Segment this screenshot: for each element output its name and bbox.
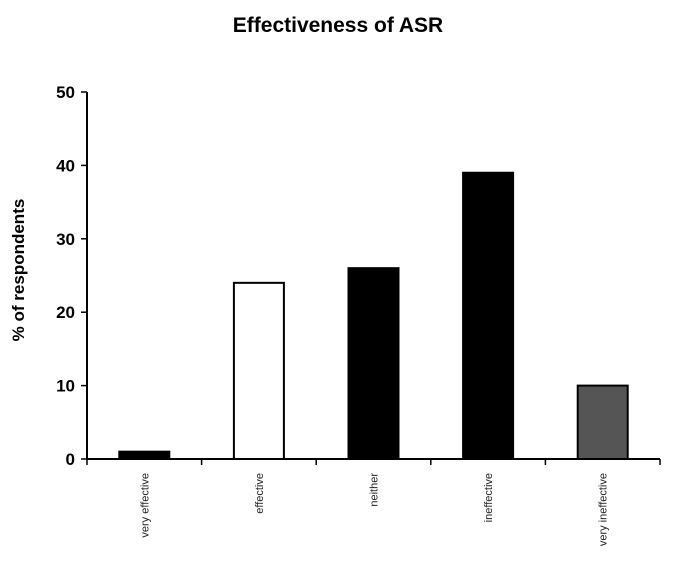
x-category-label: very ineffective	[598, 473, 610, 546]
x-labels: very effective effective neither ineffectiv…	[139, 473, 609, 547]
bars	[118, 171, 629, 461]
bar	[232, 281, 285, 460]
y-ticks: 0 10 20 30 40 50	[56, 83, 87, 469]
bar	[576, 384, 629, 461]
y-axis-label: % of respondents	[9, 199, 28, 342]
y-tick-label: 40	[56, 156, 75, 175]
y-tick-label: 10	[56, 377, 75, 396]
chart-title: Effectiveness of ASR	[232, 14, 444, 37]
bar	[462, 171, 515, 461]
x-category-label: neither	[369, 473, 381, 507]
bar	[347, 267, 400, 460]
y-tick-label: 50	[56, 83, 75, 102]
x-category-label: ineffective	[483, 473, 495, 522]
y-tick-label: 0	[66, 450, 75, 469]
x-category-label: very effective	[139, 473, 151, 538]
bar	[118, 450, 171, 461]
x-category-label: effective	[254, 473, 266, 514]
y-tick-label: 20	[56, 303, 75, 322]
y-tick-label: 30	[56, 230, 75, 249]
